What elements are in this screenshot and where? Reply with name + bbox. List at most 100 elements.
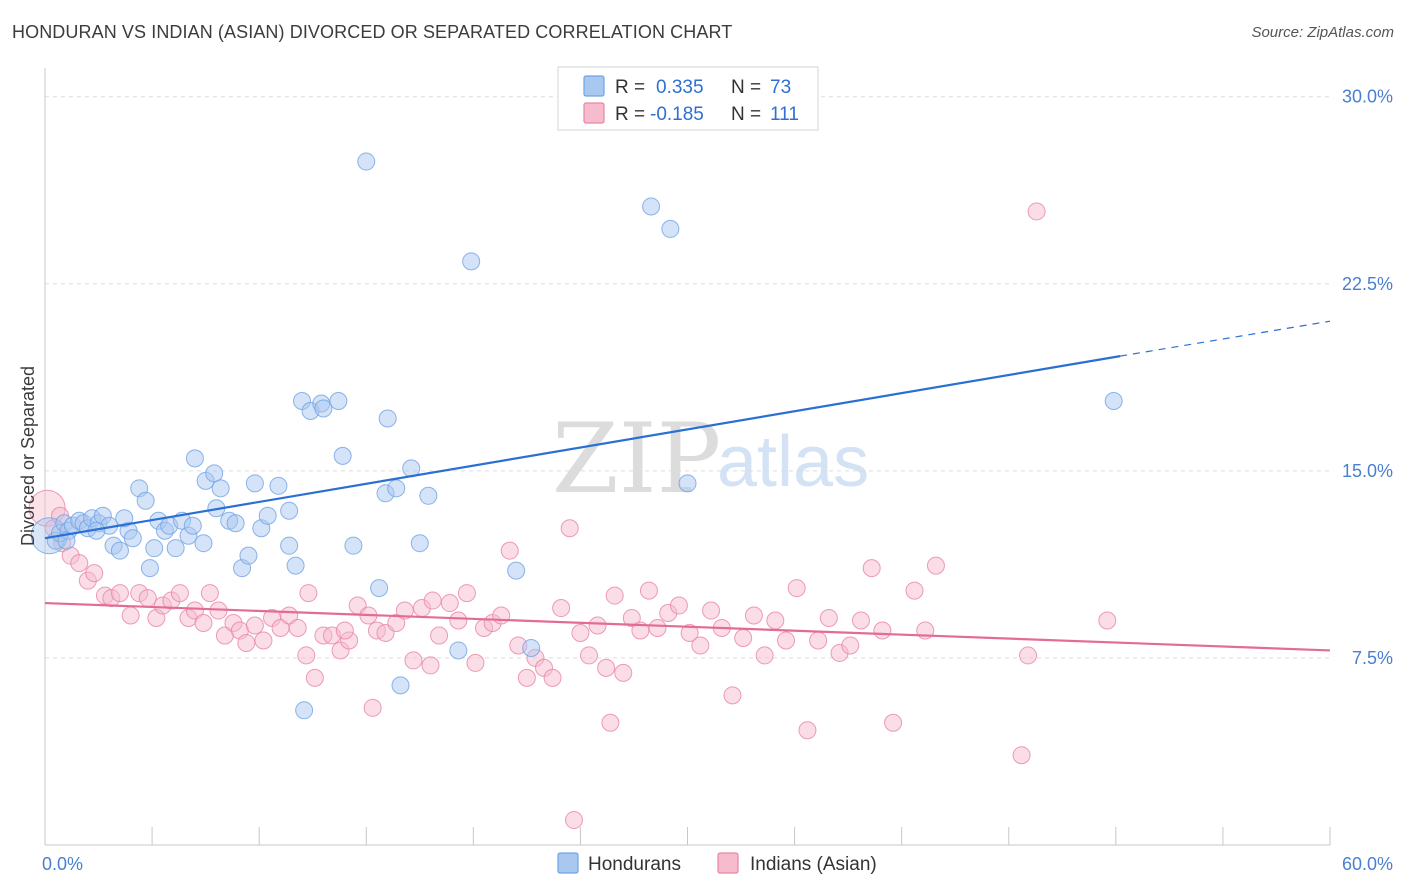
honduran-point-60 <box>522 638 541 657</box>
y-tick-labels: 7.5% 15.0% 22.5% 30.0% <box>1342 87 1393 668</box>
indian-point-16 <box>170 584 189 603</box>
indian-point-69 <box>622 609 641 628</box>
indian-point-46 <box>421 656 440 675</box>
y-tick-label-0: 7.5% <box>1352 648 1393 668</box>
legend-n-label-1: N = <box>731 77 761 98</box>
indian-point-97 <box>926 556 945 575</box>
indian-point-100 <box>1027 202 1046 221</box>
y-tick-label-1: 15.0% <box>1342 461 1393 481</box>
honduran-point-62 <box>661 219 680 238</box>
indian-point-44 <box>404 651 423 670</box>
indian-point-103 <box>299 584 318 603</box>
indian-point-42 <box>387 614 406 633</box>
indian-point-74 <box>669 596 688 615</box>
honduran-point-64 <box>1104 392 1123 411</box>
x-tick-label-0: 0.0% <box>42 854 83 874</box>
honduran-point-51 <box>378 409 397 428</box>
indian-point-20 <box>200 584 219 603</box>
x-tick-label-1: 60.0% <box>1342 854 1393 874</box>
indian-point-77 <box>702 601 721 620</box>
honduran-point-19 <box>145 539 164 558</box>
honduran-trend-line <box>44 355 1121 540</box>
honduran-point-63 <box>678 474 697 493</box>
series-legend: Hondurans Indians (Asian) <box>557 852 877 875</box>
indian-point-86 <box>798 721 817 740</box>
indian-point-60 <box>543 668 562 687</box>
indian-point-105 <box>363 698 382 717</box>
indian-point-25 <box>237 633 256 652</box>
honduran-point-34 <box>239 546 258 565</box>
honduran-point-65 <box>295 701 314 720</box>
indian-point-102 <box>601 713 620 732</box>
honduran-point-16 <box>123 529 142 548</box>
honduran-point-55 <box>410 534 429 553</box>
legend-swatch-indians <box>583 102 605 124</box>
indian-point-61 <box>552 599 571 618</box>
trend-lines <box>44 320 1331 652</box>
honduran-point-52 <box>387 479 406 498</box>
honduran-trend-extension <box>1120 320 1331 357</box>
indian-point-63 <box>571 623 590 642</box>
honduran-point-29 <box>205 464 224 483</box>
indian-point-68 <box>614 663 633 682</box>
indian-point-87 <box>809 631 828 650</box>
legend-swatch-hondurans <box>583 75 605 97</box>
indian-point-10 <box>121 606 140 625</box>
honduran-point-59 <box>507 561 526 580</box>
indian-point-107 <box>564 811 583 830</box>
indian-trend-line <box>44 601 1331 652</box>
indian-point-72 <box>648 618 667 637</box>
honduran-point-69 <box>314 399 333 418</box>
indian-point-55 <box>500 541 519 560</box>
honduran-point-41 <box>286 556 305 575</box>
indian-point-18 <box>185 601 204 620</box>
honduran-point-47 <box>344 536 363 555</box>
honduran-point-72 <box>57 531 76 550</box>
honduran-point-68 <box>183 516 202 535</box>
indian-point-98 <box>1012 746 1031 765</box>
indian-point-47 <box>430 626 449 645</box>
indian-point-26 <box>245 616 264 635</box>
honduran-point-56 <box>419 486 438 505</box>
indian-point-31 <box>288 618 307 637</box>
indian-point-104 <box>423 591 442 610</box>
indian-point-95 <box>905 581 924 600</box>
watermark-zip: ZIP <box>552 403 721 515</box>
legend-n-value-1: 73 <box>770 77 791 98</box>
watermark: ZIP atlas <box>552 403 869 515</box>
y-tick-label-2: 22.5% <box>1342 274 1393 294</box>
indian-point-50 <box>457 584 476 603</box>
x-tick-labels: 0.0% 60.0% <box>42 854 1393 874</box>
honduran-point-49 <box>370 579 389 598</box>
legend-r-label-1: R = <box>615 77 645 98</box>
indian-point-99 <box>1019 646 1038 665</box>
indian-point-65 <box>588 616 607 635</box>
indian-point-101 <box>1098 611 1117 630</box>
indian-point-81 <box>744 606 763 625</box>
series-hondurans-points <box>30 152 1123 720</box>
indian-point-12 <box>138 589 157 608</box>
indian-point-66 <box>597 658 616 677</box>
indian-point-48 <box>440 594 459 613</box>
bottom-legend-swatch-hondurans <box>557 852 579 874</box>
honduran-point-58 <box>462 252 481 271</box>
honduran-point-23 <box>166 539 185 558</box>
indian-point-84 <box>777 631 796 650</box>
honduran-point-57 <box>449 641 468 660</box>
honduran-point-14 <box>110 541 129 560</box>
y-tick-label-3: 30.0% <box>1342 87 1393 107</box>
indian-point-79 <box>723 686 742 705</box>
indian-point-62 <box>560 519 579 538</box>
watermark-atlas: atlas <box>717 422 869 502</box>
legend-n-value-2: 111 <box>770 104 799 125</box>
indian-point-19 <box>194 614 213 633</box>
indian-point-51 <box>466 653 485 672</box>
indian-point-93 <box>873 621 892 640</box>
indian-point-83 <box>766 611 785 630</box>
indian-point-4 <box>70 554 89 573</box>
stats-legend: R = 0.335 N = 73 R = -0.185 N = 111 <box>557 66 819 131</box>
honduran-point-39 <box>280 501 299 520</box>
indian-point-76 <box>691 636 710 655</box>
indian-point-80 <box>734 628 753 647</box>
indian-point-82 <box>755 646 774 665</box>
